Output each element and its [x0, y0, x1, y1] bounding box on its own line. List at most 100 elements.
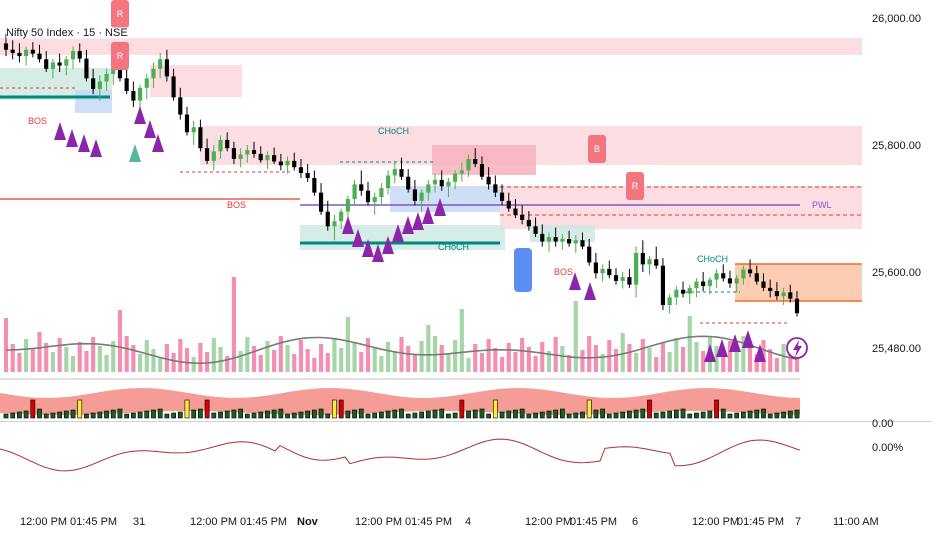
signal-bar	[258, 411, 264, 419]
y-tick-label: 25,480.00	[872, 343, 921, 355]
candle-body	[459, 170, 464, 174]
candle-body	[593, 262, 598, 274]
volume-bar	[687, 316, 692, 372]
signal-bar	[137, 411, 143, 419]
signal-bar	[680, 408, 686, 419]
volume-bar	[426, 325, 431, 372]
zones-layer	[0, 38, 862, 324]
candle-body	[406, 176, 411, 190]
signal-bar	[687, 413, 693, 419]
x-tick-label: 12:00 PM	[190, 516, 237, 528]
candle-body	[386, 175, 391, 189]
candle-body	[613, 275, 619, 281]
volume-bar	[211, 338, 216, 372]
volume-bar	[57, 338, 62, 372]
volume-bar	[788, 353, 793, 372]
volume-bar	[91, 337, 96, 372]
signal-triangle	[754, 344, 766, 362]
candle-body	[781, 292, 786, 297]
volume-bar	[446, 354, 451, 372]
signal-bar	[492, 399, 498, 419]
oscillator-label: 0.00%	[872, 442, 903, 454]
candle-body	[218, 139, 223, 152]
signal-bar	[204, 399, 210, 419]
signal-bar	[781, 411, 786, 419]
signal-bar	[352, 409, 357, 419]
candle-body	[332, 221, 337, 227]
volume-bar	[258, 355, 263, 372]
signal-badge	[588, 135, 606, 163]
signal-bar	[164, 413, 170, 419]
signal-bar	[231, 409, 237, 419]
y-tick-label: 26,000.00	[872, 13, 921, 25]
signal-bar	[673, 409, 679, 419]
signal-bar	[472, 409, 478, 419]
candle-body	[506, 200, 511, 209]
bos-label: BOS	[28, 116, 47, 126]
signal-triangle	[742, 330, 754, 348]
volume-bar	[654, 357, 659, 372]
y-tick-label: 25,600.00	[872, 267, 921, 279]
volume-bar	[231, 277, 236, 372]
candle-body	[546, 237, 552, 242]
candle-body	[131, 91, 136, 101]
volume-bar	[587, 336, 592, 372]
volume-bar	[741, 336, 746, 372]
volume-bar	[84, 351, 89, 372]
volume-bar	[573, 301, 578, 372]
oscillator-line	[0, 438, 801, 472]
candle-body	[768, 287, 773, 292]
volume-bar	[754, 354, 759, 372]
signal-bar	[90, 412, 96, 419]
volume-bar	[372, 347, 377, 372]
volume-bar	[50, 352, 56, 372]
signals-layer: R R B R BOS BOS BOS CHoCH CHoCH CHoCH PWL	[28, 0, 832, 362]
signal-bar	[714, 399, 719, 419]
volume-bar	[292, 354, 297, 372]
volume-bar	[339, 348, 344, 372]
candle-body	[674, 289, 679, 298]
signal-bar	[311, 409, 317, 419]
signal-bar	[653, 412, 659, 419]
panel-divider	[0, 421, 932, 422]
orange-zone	[735, 264, 862, 301]
candle-body	[251, 150, 257, 154]
volume-bar	[419, 341, 424, 372]
signal-bar	[754, 409, 760, 419]
volume-bar	[77, 342, 82, 372]
x-tick-label: Nov	[297, 516, 319, 528]
candle-body	[754, 273, 759, 282]
volume-bar	[593, 345, 598, 372]
volume-bar	[64, 347, 69, 372]
signal-bar	[57, 411, 63, 419]
candle-body	[634, 252, 639, 285]
x-tick-label: 01:45 PM	[737, 516, 784, 528]
candle-body	[419, 192, 424, 201]
x-tick-label: 01:45 PM	[570, 516, 617, 528]
volume-bar	[479, 353, 485, 372]
signal-bar	[130, 412, 136, 419]
volume-bar	[674, 338, 679, 372]
volume-bar	[17, 353, 22, 372]
volume-bar	[30, 348, 35, 372]
candle-body	[137, 87, 143, 101]
signal-bar	[198, 408, 203, 419]
volume-bar	[560, 346, 565, 372]
signal-triangle	[144, 120, 156, 138]
signal-bar	[627, 410, 632, 419]
volume-bar	[184, 348, 190, 372]
candle-body	[272, 155, 277, 162]
supply-zone	[500, 186, 862, 229]
signal-bar	[23, 410, 29, 419]
x-tick-label: 01:45 PM	[405, 516, 452, 528]
signal-bar	[298, 411, 304, 419]
candle-body	[707, 279, 712, 286]
signal-triangle	[412, 212, 424, 230]
x-tick-label: 01:45 PM	[70, 516, 117, 528]
volume-bar	[412, 355, 417, 372]
signal-triangle	[729, 334, 741, 352]
candle-body	[64, 59, 69, 66]
signal-bar	[700, 411, 706, 419]
